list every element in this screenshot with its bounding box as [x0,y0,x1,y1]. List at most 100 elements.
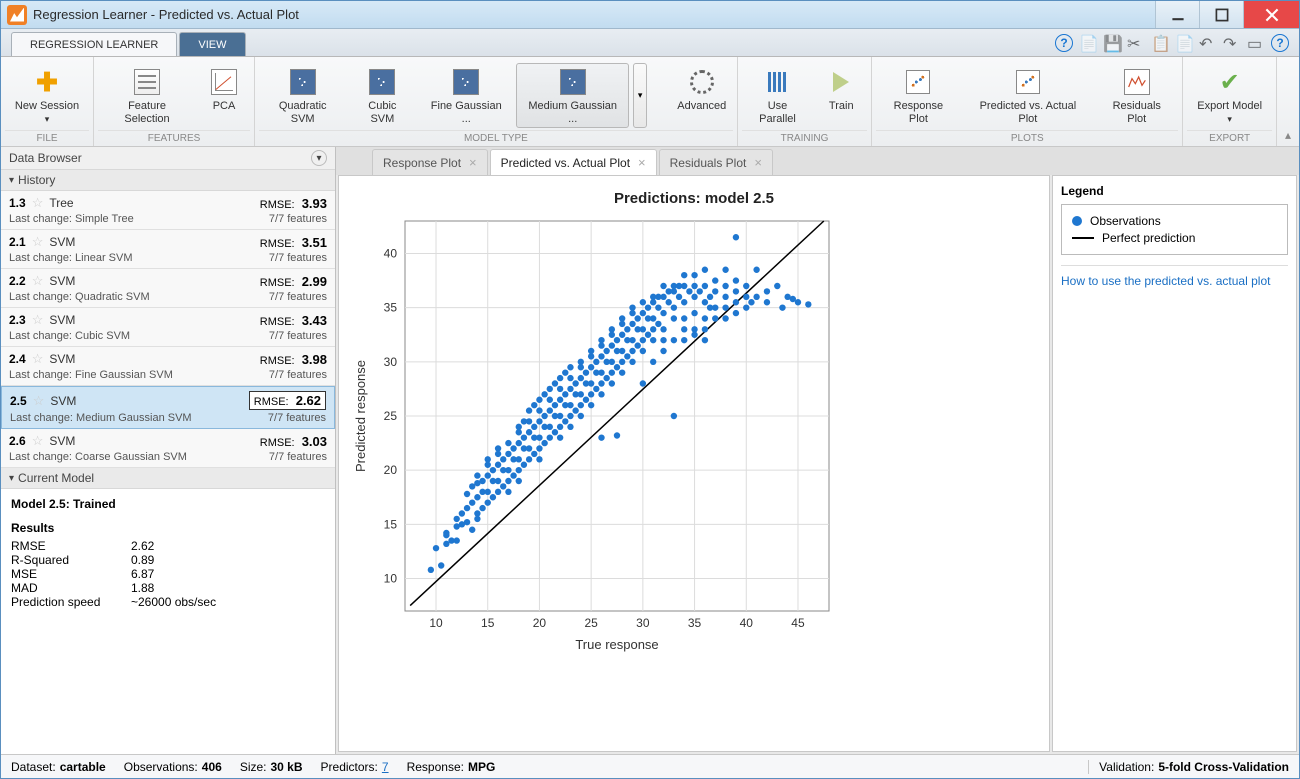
star-icon[interactable]: ☆ [32,234,44,250]
qat-cut-icon[interactable]: ✂ [1127,34,1145,52]
metric-key: MSE [11,567,131,581]
qat-copy-icon[interactable]: 📋 [1151,34,1169,52]
history-change: Last change: Cubic SVM [9,330,130,342]
metric-value: 1.88 [131,581,154,595]
history-item-1.3[interactable]: 1.3☆TreeRMSE: 3.93Last change: Simple Tr… [1,191,335,230]
tab-pred-actual[interactable]: Predicted vs. Actual Plot × [490,149,657,175]
tab-view[interactable]: VIEW [179,32,245,56]
qat-paste-icon[interactable]: 📄 [1175,34,1193,52]
model-label: Medium Gaussian ... [523,100,622,125]
export-model-button[interactable]: ✔ Export Model [1187,63,1272,128]
new-session-button[interactable]: ✚ New Session [5,63,89,128]
history-item-2.1[interactable]: 2.1☆SVMRMSE: 3.51Last change: Linear SVM… [1,230,335,269]
history-item-2.3[interactable]: 2.3☆SVMRMSE: 3.43Last change: Cubic SVM7… [1,308,335,347]
feature-selection-button[interactable]: Feature Selection [98,63,196,128]
qat-layout-icon[interactable]: ▭ [1247,34,1265,52]
status-pred-value[interactable]: 7 [382,760,389,774]
data-browser-collapse-icon[interactable]: ▾ [311,150,327,166]
qat-icon-2[interactable]: 💾 [1103,34,1121,52]
history-features: 7/7 features [269,451,327,463]
history-rmse: RMSE: 3.43 [260,313,327,328]
history-type: SVM [49,313,75,327]
history-id: 2.4 [9,352,26,366]
data-browser-label: Data Browser [9,151,82,165]
response-plot-label: Response Plot [883,100,953,125]
qat-undo-icon[interactable]: ↶ [1199,34,1217,52]
history-list[interactable]: 1.3☆TreeRMSE: 3.93Last change: Simple Tr… [1,191,335,468]
model-icon [560,69,586,95]
star-icon[interactable]: ☆ [32,312,44,328]
response-plot-button[interactable]: Response Plot [876,63,960,128]
star-icon[interactable]: ☆ [32,351,44,367]
status-obs-key: Observations: [124,760,198,774]
model-0-button[interactable]: Quadratic SVM [259,63,346,128]
train-label: Train [829,100,854,113]
history-header[interactable]: ▾ History [1,170,335,191]
close-icon[interactable]: × [754,155,762,170]
star-icon[interactable]: ☆ [32,433,44,449]
history-id: 2.5 [10,394,27,408]
group-plots-label: PLOTS [876,130,1178,144]
current-model-panel: Model 2.5: Trained Results RMSE2.62R-Squ… [1,489,335,754]
maximize-button[interactable] [1199,1,1243,28]
model-3-button[interactable]: Medium Gaussian ... [516,63,629,128]
residuals-plot-button[interactable]: Residuals Plot [1095,63,1178,128]
tab-regression-learner[interactable]: REGRESSION LEARNER [11,32,177,56]
help-icon[interactable]: ? [1055,34,1073,52]
history-item-2.5[interactable]: 2.5☆SVMRMSE: 2.62Last change: Medium Gau… [1,386,335,429]
qat-redo-icon[interactable]: ↷ [1223,34,1241,52]
help2-icon[interactable]: ? [1271,34,1289,52]
model-icon [369,69,395,95]
model-2-button[interactable]: Fine Gaussian ... [418,63,514,128]
close-button[interactable] [1243,1,1299,28]
train-button[interactable]: Train [815,63,867,128]
collapse-toolstrip-icon[interactable]: ▴ [1285,128,1291,142]
current-model-title: Model 2.5: Trained [11,497,325,511]
history-item-2.2[interactable]: 2.2☆SVMRMSE: 2.99Last change: Quadratic … [1,269,335,308]
svg-text:45: 45 [791,616,805,630]
history-type: SVM [50,394,76,408]
status-val-key: Validation: [1099,760,1154,774]
history-change: Last change: Medium Gaussian SVM [10,412,192,424]
metric-row: MAD1.88 [11,581,325,595]
pca-button[interactable]: PCA [198,63,250,128]
star-icon[interactable]: ☆ [33,393,45,409]
advanced-button[interactable]: Advanced [671,63,733,128]
history-rmse: RMSE: 3.93 [260,196,327,211]
model-gallery-dropdown[interactable]: ▾ [633,63,647,128]
svg-text:10: 10 [384,572,398,586]
help-link[interactable]: How to use the predicted vs. actual plot [1061,274,1270,288]
model-1-button[interactable]: Cubic SVM [348,63,416,128]
use-parallel-button[interactable]: Use Parallel [742,63,813,128]
feature-selection-icon [134,69,160,95]
star-icon[interactable]: ☆ [32,273,44,289]
results-label: Results [11,521,325,535]
svg-text:25: 25 [384,409,398,423]
qat-icon-1[interactable]: 📄 [1079,34,1097,52]
plus-icon: ✚ [36,67,58,98]
history-item-2.4[interactable]: 2.4☆SVMRMSE: 3.98Last change: Fine Gauss… [1,347,335,386]
star-icon[interactable]: ☆ [32,195,44,211]
tab-pred-actual-label: Predicted vs. Actual Plot [501,156,630,170]
tab-response-plot[interactable]: Response Plot× [372,149,488,175]
close-icon[interactable]: × [469,155,477,170]
feature-selection-label: Feature Selection [105,100,189,125]
group-export-label: EXPORT [1187,130,1272,144]
history-change: Last change: Simple Tree [9,213,134,225]
history-item-2.6[interactable]: 2.6☆SVMRMSE: 3.03Last change: Coarse Gau… [1,429,335,468]
tab-residuals[interactable]: Residuals Plot × [659,149,773,175]
pred-actual-plot-button[interactable]: Predicted vs. Actual Plot [963,63,1094,128]
metric-key: Prediction speed [11,595,131,609]
residuals-icon [1124,69,1150,95]
status-pred-key: Predictors: [321,760,378,774]
history-rmse: RMSE: 3.51 [260,235,327,250]
toolstrip: ✚ New Session FILE Feature Selection PCA… [1,57,1299,147]
minimize-button[interactable] [1155,1,1199,28]
center-panel: Response Plot× Predicted vs. Actual Plot… [336,147,1299,754]
chart-title: Predictions: model 2.5 [349,190,1039,207]
close-icon[interactable]: × [638,155,646,170]
data-browser-header[interactable]: Data Browser ▾ [1,147,335,170]
current-model-header[interactable]: ▾ Current Model [1,468,335,489]
svg-text:40: 40 [740,616,754,630]
tab-residuals-label: Residuals Plot [670,156,747,170]
